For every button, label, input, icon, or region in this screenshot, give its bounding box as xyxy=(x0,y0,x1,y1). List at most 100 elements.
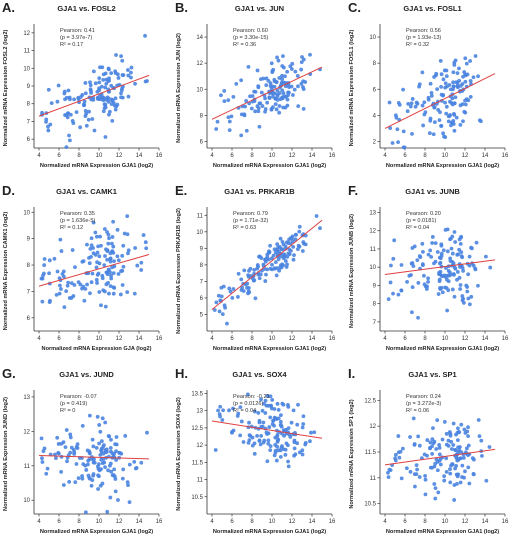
data-point xyxy=(231,287,236,291)
data-point xyxy=(83,463,88,468)
data-point xyxy=(96,466,101,471)
data-point xyxy=(288,248,293,253)
y-tick-label: 12 xyxy=(369,424,376,430)
data-point xyxy=(275,434,280,439)
data-point xyxy=(282,433,286,438)
y-tick-label: 11 xyxy=(370,476,377,482)
data-point xyxy=(459,264,464,269)
data-point xyxy=(215,119,220,124)
data-point xyxy=(250,435,255,440)
data-point xyxy=(257,254,262,259)
data-point xyxy=(288,435,293,439)
data-point xyxy=(463,110,468,115)
scatter-plot: 4 6 8 10 12 14 16 10.5 11 11.5 12 12.5 xyxy=(364,390,509,525)
data-point xyxy=(435,418,440,423)
data-point xyxy=(92,457,96,462)
x-tick-label: 10 xyxy=(269,336,276,342)
data-point xyxy=(107,109,112,114)
data-point xyxy=(94,445,99,450)
data-point xyxy=(121,243,126,248)
data-point xyxy=(65,111,70,116)
data-point xyxy=(141,233,146,237)
data-point xyxy=(465,289,470,294)
data-point xyxy=(71,448,76,452)
data-point xyxy=(453,266,458,271)
data-point xyxy=(120,253,125,258)
data-point xyxy=(423,477,428,482)
data-point xyxy=(263,411,268,415)
data-point xyxy=(230,296,235,300)
data-point xyxy=(66,280,71,285)
data-point xyxy=(115,227,120,232)
data-point xyxy=(253,109,258,114)
data-point xyxy=(236,271,241,276)
data-point xyxy=(268,415,273,420)
data-point xyxy=(103,254,107,258)
data-point xyxy=(97,86,101,91)
data-point xyxy=(462,427,467,432)
data-point xyxy=(68,450,73,455)
x-tick-label: 16 xyxy=(502,519,509,525)
data-point xyxy=(97,290,102,294)
data-point xyxy=(100,416,105,421)
data-point xyxy=(116,76,121,80)
data-point xyxy=(78,95,83,99)
data-point xyxy=(293,69,298,74)
y-tick-label: 13 xyxy=(369,210,376,216)
data-point xyxy=(416,315,420,320)
data-point xyxy=(433,486,438,491)
y-tick-label: 9 xyxy=(27,237,31,243)
data-point xyxy=(125,232,130,237)
data-point xyxy=(438,59,443,63)
y-tick-label: 11 xyxy=(24,464,31,470)
data-point xyxy=(87,261,92,266)
data-point xyxy=(221,408,225,413)
data-point xyxy=(139,260,144,265)
x-tick-label: 6 xyxy=(230,519,234,525)
data-point xyxy=(393,458,398,463)
y-tick-label: 10 xyxy=(196,87,203,93)
trend-line xyxy=(211,420,323,439)
x-tick-label: 14 xyxy=(482,519,489,525)
y-tick-label: 10 xyxy=(196,230,203,236)
data-point xyxy=(303,442,308,447)
p-value-label: (p = 1.636e-5) xyxy=(60,218,96,224)
data-point xyxy=(420,262,425,267)
data-point xyxy=(257,124,262,129)
data-point xyxy=(401,145,406,150)
data-point xyxy=(410,131,414,136)
data-point xyxy=(111,291,116,296)
data-point xyxy=(111,244,116,249)
data-point xyxy=(252,268,257,272)
y-tick-label: 9 xyxy=(27,84,31,90)
x-axis-label: Normalized mRNA Expression GJA1 (log2) xyxy=(385,529,500,535)
data-point xyxy=(59,441,64,446)
data-point xyxy=(105,257,109,262)
data-point xyxy=(106,99,111,104)
x-tick-label: 16 xyxy=(156,153,163,159)
data-point xyxy=(257,438,262,443)
data-point xyxy=(111,473,116,477)
data-point xyxy=(423,110,428,115)
r-squared-label: R² = 0.06 xyxy=(406,408,430,414)
data-point xyxy=(107,434,112,439)
data-point xyxy=(103,105,108,110)
data-point xyxy=(66,88,71,93)
data-point xyxy=(98,483,103,488)
x-tick-label: 10 xyxy=(269,153,276,159)
data-point xyxy=(270,422,275,426)
y-axis-label: Normalized mRNA Expression SP1 (log2) xyxy=(349,399,355,509)
data-point xyxy=(117,450,122,455)
data-point xyxy=(467,481,472,486)
data-point xyxy=(116,498,120,502)
data-point xyxy=(399,476,404,481)
data-point xyxy=(119,269,123,274)
data-point xyxy=(430,235,435,239)
data-point xyxy=(239,277,244,282)
data-point xyxy=(281,54,285,59)
trend-line xyxy=(384,73,496,129)
data-point xyxy=(59,287,63,291)
y-tick-label: 5 xyxy=(200,312,204,318)
data-point xyxy=(386,470,390,475)
data-point xyxy=(488,265,493,270)
